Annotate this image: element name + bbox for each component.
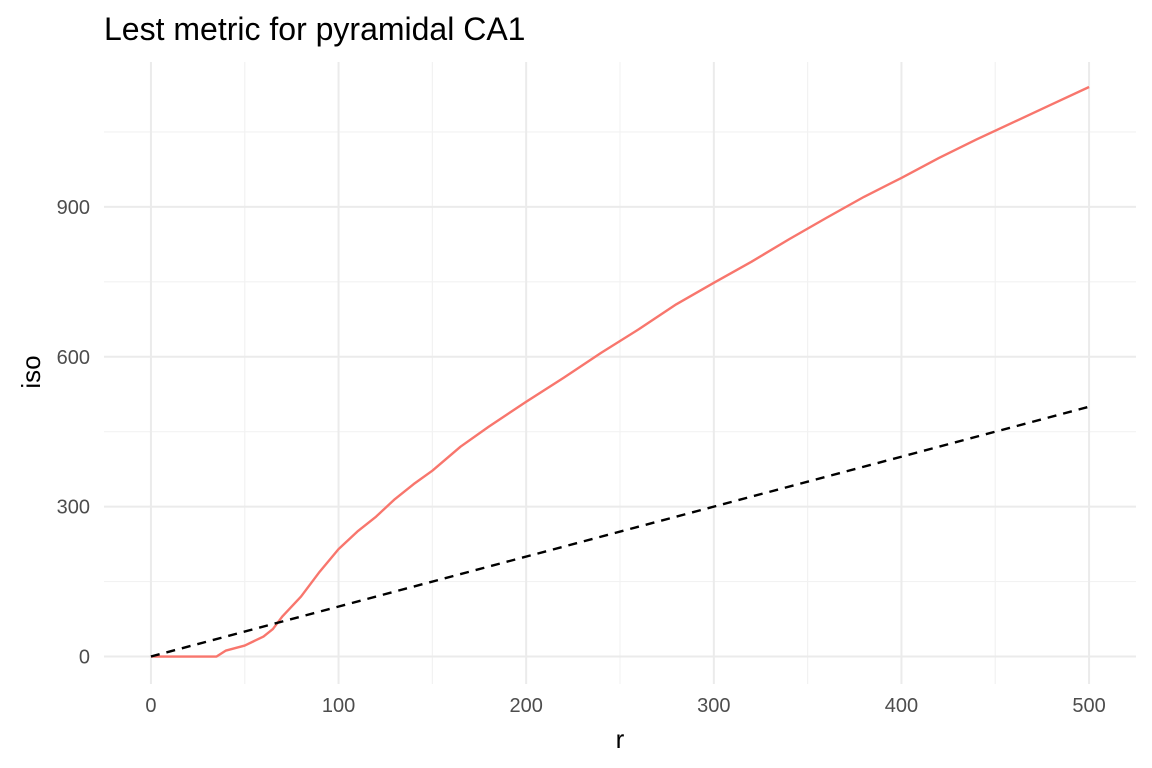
x-tick-label: 400 — [885, 695, 918, 717]
x-tick-label: 100 — [322, 695, 355, 717]
y-axis-title: iso — [16, 355, 46, 388]
x-tick-label: 300 — [697, 695, 730, 717]
y-axis-tick-labels: 0 300 600 900 — [57, 197, 90, 669]
y-tick-label: 600 — [57, 347, 90, 369]
series-line — [150, 85, 1090, 658]
x-axis-tick-labels: 0 100 200 300 400 500 — [145, 695, 1105, 717]
series-layer — [150, 85, 1090, 658]
minor-gridlines — [104, 62, 1136, 684]
x-tick-label: 500 — [1072, 695, 1105, 717]
major-gridlines — [104, 62, 1136, 684]
y-tick-label: 0 — [79, 647, 90, 669]
x-axis-title: r — [616, 724, 625, 754]
chart-title: Lest metric for pyramidal CA1 — [104, 11, 525, 47]
y-tick-label: 300 — [57, 497, 90, 519]
x-tick-label: 200 — [509, 695, 542, 717]
reference-line-dashed — [150, 405, 1090, 658]
x-tick-label: 0 — [145, 695, 156, 717]
y-tick-label: 900 — [57, 197, 90, 219]
